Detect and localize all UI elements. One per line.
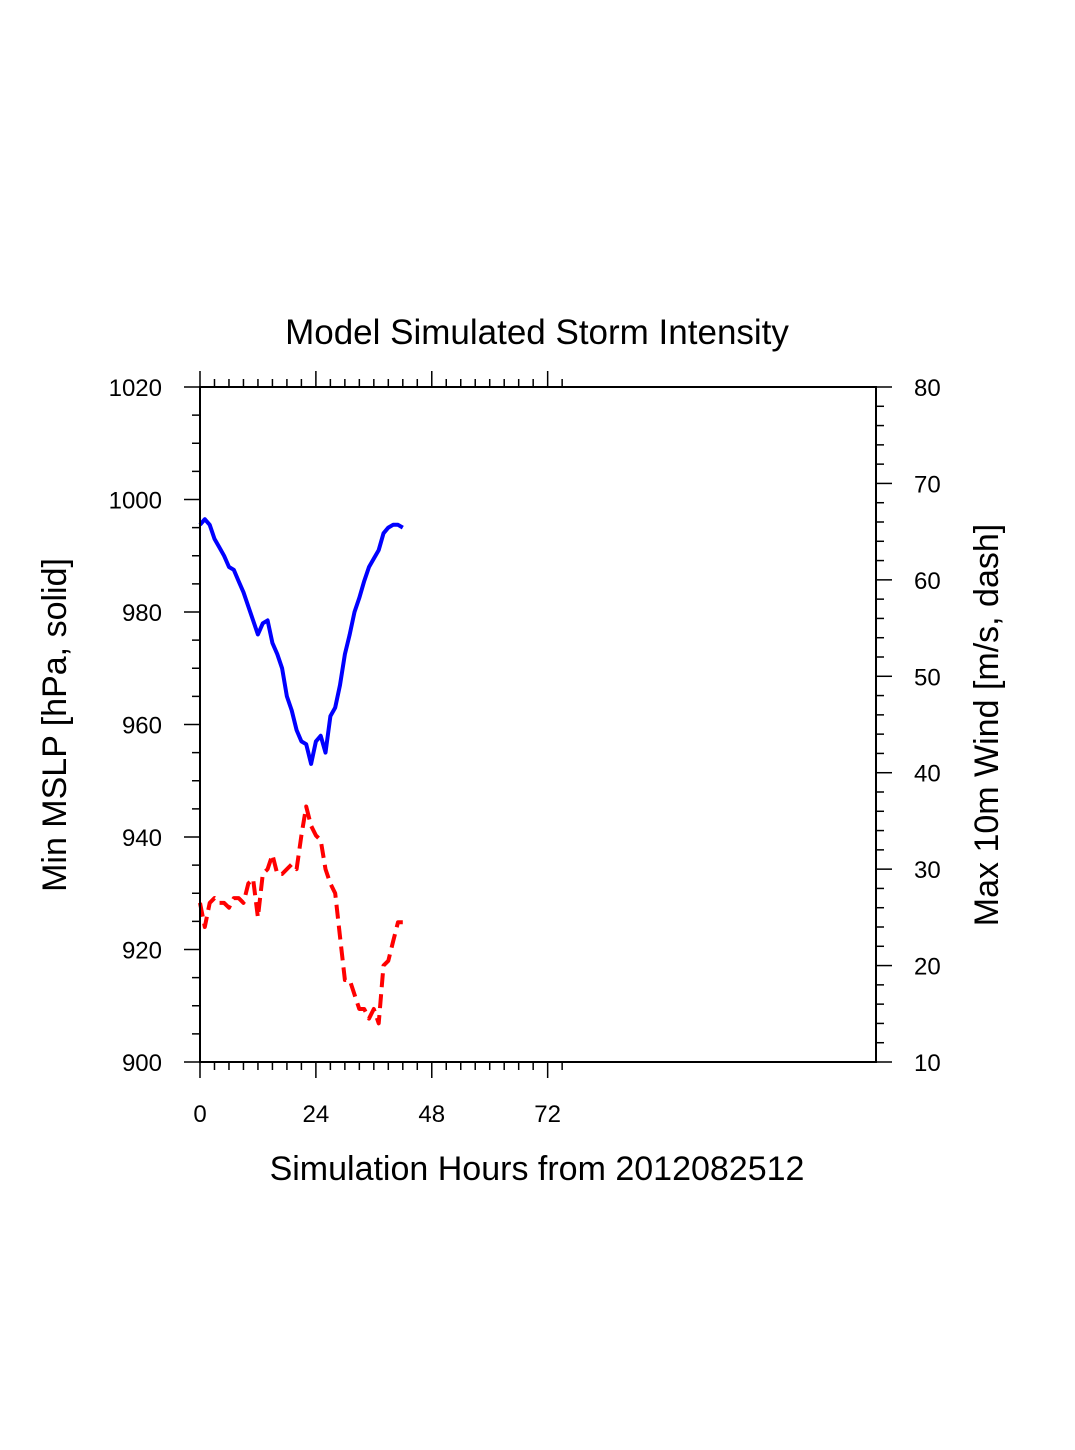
y-left-tick-label: 960 bbox=[122, 713, 162, 740]
x-tick-label: 48 bbox=[418, 1101, 445, 1128]
y-left-tick-label: 900 bbox=[122, 1050, 162, 1077]
max-wind-dashed-line bbox=[198, 804, 403, 1026]
y-left-tick-label: 940 bbox=[122, 825, 162, 852]
x-tick-label: 24 bbox=[303, 1101, 330, 1128]
y-right-tick-label: 20 bbox=[914, 954, 941, 981]
y-right-tick-label: 40 bbox=[914, 761, 941, 788]
y-left-tick-label: 920 bbox=[122, 938, 162, 965]
x-tick-label: 72 bbox=[534, 1101, 561, 1128]
y-right-tick-label: 30 bbox=[914, 857, 941, 884]
y-right-tick-label: 10 bbox=[914, 1050, 941, 1077]
y-right-tick-label: 80 bbox=[914, 375, 941, 402]
chart-title: Model Simulated Storm Intensity bbox=[285, 313, 789, 352]
tick-labels: 0 24 48 72900920940960980100010201020304050… bbox=[109, 375, 941, 1128]
y-left-tick-label: 1020 bbox=[109, 375, 162, 402]
x-tick-label: 0 bbox=[193, 1101, 206, 1128]
y-left-tick-label: 1000 bbox=[109, 488, 162, 515]
y-axis-left-title: Min MSLP [hPa, solid] bbox=[36, 558, 74, 892]
x-axis-title: Simulation Hours from 2012082512 bbox=[270, 1150, 805, 1188]
min-mslp-solid-line bbox=[198, 517, 404, 766]
y-axis-right-title: Max 10m Wind [m/s, dash] bbox=[968, 524, 1006, 926]
plot-frame bbox=[199, 386, 877, 1063]
y-left-tick-label: 980 bbox=[122, 600, 162, 627]
y-right-tick-label: 70 bbox=[914, 471, 941, 498]
axis-ticks bbox=[184, 371, 892, 1078]
series-lines bbox=[198, 517, 404, 1026]
y-right-tick-label: 60 bbox=[914, 568, 941, 595]
y-right-tick-label: 50 bbox=[914, 664, 941, 691]
